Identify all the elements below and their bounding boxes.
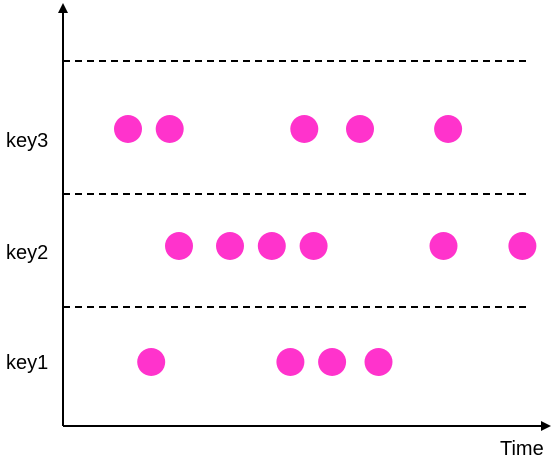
event-dot-key2-1 [165, 232, 193, 260]
x-axis-label: Time [500, 438, 544, 460]
event-dot-key1-3 [318, 348, 347, 376]
lane-label-key2: key2 [6, 242, 48, 264]
lane-label-key1: key1 [6, 352, 48, 374]
event-dot-key2-6 [508, 232, 537, 260]
event-dot-key2-3 [257, 232, 286, 260]
lane-label-key3: key3 [6, 130, 48, 152]
event-dot-key2-5 [429, 232, 458, 260]
event-dots [114, 115, 537, 376]
event-dot-key2-2 [216, 232, 244, 260]
event-dot-key3-2 [155, 115, 184, 143]
event-dot-key1-2 [276, 348, 305, 376]
event-dot-key2-4 [299, 232, 328, 260]
event-dot-key1-4 [364, 348, 393, 376]
event-dot-key1-1 [137, 348, 166, 376]
event-dot-key3-4 [346, 115, 374, 143]
event-dot-key3-1 [114, 115, 142, 143]
event-dot-key3-3 [290, 115, 319, 143]
event-dot-key3-5 [434, 115, 463, 143]
